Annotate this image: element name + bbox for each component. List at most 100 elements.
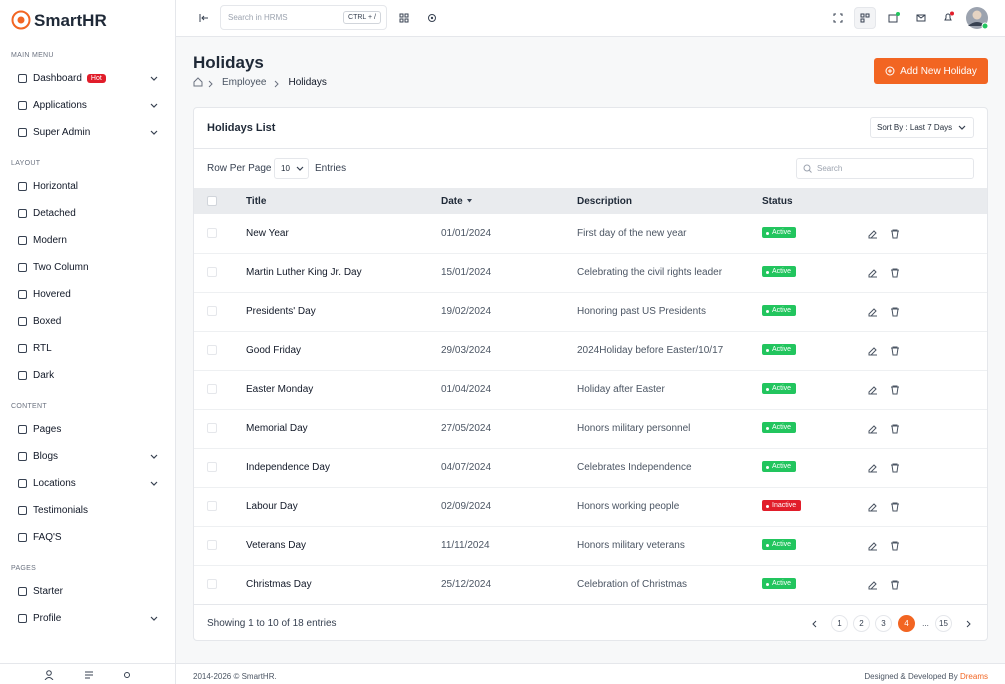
collapse-icon[interactable] [199, 13, 209, 23]
column-header[interactable]: Status [762, 196, 793, 207]
add-button[interactable]: Add New Holiday [874, 58, 988, 84]
settings-icon[interactable] [427, 13, 437, 23]
menu-item[interactable]: Horizontal [0, 173, 176, 200]
menu-item[interactable]: Boxed [0, 308, 176, 335]
theme-icon[interactable] [122, 670, 132, 680]
checkbox[interactable] [207, 384, 217, 394]
layout-icon[interactable] [860, 13, 870, 23]
holiday-date: 29/03/2024 [441, 345, 492, 356]
search-box[interactable]: Search in HRMS CTRL + / [220, 5, 387, 30]
edit-icon[interactable] [868, 346, 878, 356]
menu-item[interactable]: Testimonials [0, 497, 176, 524]
edit-icon[interactable] [868, 541, 878, 551]
menu-item[interactable]: Two Column [0, 254, 176, 281]
column-header[interactable]: Title [246, 196, 267, 207]
copyright: 2014-2026 © SmartHR. [193, 672, 277, 681]
home-icon[interactable] [193, 77, 203, 87]
sort-label: Sort By : Last 7 Days [877, 123, 953, 132]
menu-item[interactable]: Detached [0, 200, 176, 227]
delete-icon[interactable] [890, 229, 900, 239]
row-divider [194, 409, 987, 410]
delete-icon[interactable] [890, 541, 900, 551]
delete-icon[interactable] [890, 580, 900, 590]
menu-item[interactable]: Blogs [0, 443, 176, 470]
column-header[interactable]: Date [441, 196, 473, 207]
per-page-select[interactable]: 10 [274, 158, 309, 179]
users-icon[interactable] [44, 670, 54, 680]
delete-icon[interactable] [890, 385, 900, 395]
page-button[interactable]: 15 [935, 615, 952, 632]
edit-icon[interactable] [868, 385, 878, 395]
table-search[interactable]: Search [796, 158, 974, 179]
checkbox[interactable] [207, 540, 217, 550]
edit-icon[interactable] [868, 502, 878, 512]
menu-item[interactable]: Dashboard Hot [0, 65, 176, 92]
menu-item[interactable]: Hovered [0, 281, 176, 308]
checkbox[interactable] [207, 306, 217, 316]
prev-page[interactable] [811, 620, 819, 628]
checkbox[interactable] [207, 267, 217, 277]
checkbox[interactable] [207, 462, 217, 472]
menu-item[interactable]: FAQ'S [0, 524, 176, 551]
holiday-description: Holiday after Easter [577, 384, 665, 395]
menu-item[interactable]: Starter [0, 578, 176, 605]
holiday-title: Memorial Day [246, 423, 308, 434]
delete-icon[interactable] [890, 424, 900, 434]
edit-icon[interactable] [868, 580, 878, 590]
edit-icon[interactable] [868, 229, 878, 239]
section-title: MAIN MENU [11, 52, 54, 59]
menu-label: Detached [33, 208, 76, 219]
page-button[interactable]: 2 [853, 615, 870, 632]
breadcrumb-item[interactable]: Employee [222, 77, 267, 88]
column-header[interactable]: Description [577, 196, 633, 207]
menu-item[interactable]: Modern [0, 227, 176, 254]
fullscreen-icon[interactable] [833, 13, 843, 23]
menu-item[interactable]: Dark [0, 362, 176, 389]
menu-icon [18, 101, 27, 110]
notification-icon[interactable] [943, 11, 955, 23]
menu-item[interactable]: RTL [0, 335, 176, 362]
page-title: Holidays [193, 53, 264, 72]
page-button[interactable]: 1 [831, 615, 848, 632]
menu-item[interactable]: Super Admin [0, 119, 176, 146]
menu-item[interactable]: Applications [0, 92, 176, 119]
delete-icon[interactable] [890, 268, 900, 278]
avatar[interactable] [965, 6, 989, 30]
menu-label: Boxed [33, 316, 62, 327]
row-divider [194, 565, 987, 566]
next-page[interactable] [964, 620, 972, 628]
menu-item[interactable]: Pages [0, 416, 176, 443]
credit-brand[interactable]: Dreams [959, 672, 988, 681]
edit-icon[interactable] [868, 463, 878, 473]
delete-icon[interactable] [890, 307, 900, 317]
checkbox[interactable] [207, 196, 217, 206]
menu-icon [18, 425, 27, 434]
list-icon[interactable] [84, 670, 94, 680]
chat-icon[interactable] [888, 12, 900, 24]
menu-item[interactable]: Profile [0, 605, 176, 632]
edit-icon[interactable] [868, 307, 878, 317]
holiday-title: Veterans Day [246, 540, 307, 551]
delete-icon[interactable] [890, 463, 900, 473]
page-button[interactable]: 3 [875, 615, 892, 632]
checkbox[interactable] [207, 228, 217, 238]
layout-button[interactable] [854, 7, 876, 29]
page-button[interactable]: 4 [898, 615, 915, 632]
checkbox[interactable] [207, 423, 217, 433]
edit-icon[interactable] [868, 424, 878, 434]
menu-item[interactable]: Locations [0, 470, 176, 497]
apps-icon[interactable] [399, 13, 409, 23]
checkbox[interactable] [207, 345, 217, 355]
menu-icon [18, 533, 27, 542]
checkbox[interactable] [207, 501, 217, 511]
row-divider [194, 331, 987, 332]
delete-icon[interactable] [890, 502, 900, 512]
delete-icon[interactable] [890, 346, 900, 356]
menu-icon [18, 128, 27, 137]
checkbox[interactable] [207, 579, 217, 589]
mail-icon[interactable] [916, 13, 926, 23]
holiday-description: 2024Holiday before Easter/10/17 [577, 345, 724, 356]
sort-dropdown[interactable]: Sort By : Last 7 Days [870, 117, 974, 138]
edit-icon[interactable] [868, 268, 878, 278]
